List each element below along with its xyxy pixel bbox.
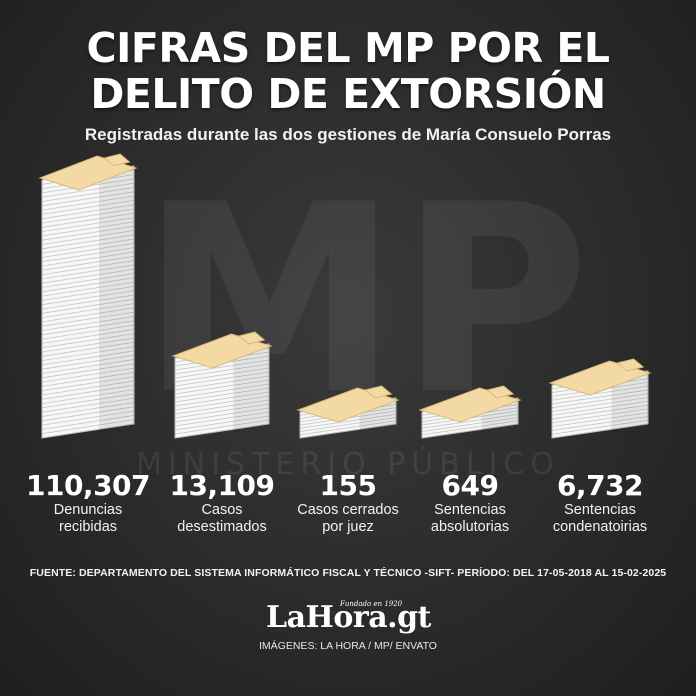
image-credits: IMÁGENES: LA HORA / MP/ ENVATO (259, 640, 437, 652)
value-label-1: 13,109 (169, 469, 275, 502)
category-column-3: 649 Sentencias absolutorias (406, 470, 534, 536)
lahora-logo: LaHora.gt Fundado en 1920 (266, 600, 436, 635)
bar-1 (171, 331, 273, 439)
category-column-4: 6,732 Sentencias condenatoirias (536, 470, 664, 536)
logo-text: LaHora.gt (266, 600, 431, 635)
category-label-4: Sentencias condenatoirias (552, 502, 648, 535)
subtitle: Registradas durante las dos gestiones de… (84, 125, 612, 144)
value-label-3: 649 (441, 469, 499, 502)
title-line-1: CIFRAS DEL MP POR EL (86, 24, 610, 72)
bar-3 (418, 385, 522, 439)
title-line-2: DELITO DE EXTORSIÓN (90, 70, 606, 118)
bar-2 (296, 385, 400, 439)
category-label-1: Casos desestimados (177, 502, 267, 535)
value-label-4: 6,732 (556, 469, 644, 502)
category-column-1: 13,109 Casos desestimados (158, 470, 286, 536)
folder-stack-chart (38, 153, 652, 439)
value-label-2: 155 (319, 469, 377, 502)
bar-4 (548, 358, 652, 439)
value-label-0: 110,307 (25, 469, 151, 502)
logo-tagline: Fundado en 1920 (340, 600, 403, 608)
category-column-0: 110,307 Denuncias recibidas (24, 470, 152, 536)
category-label-2: Casos cerrados por juez (297, 502, 399, 535)
category-column-2: 155 Casos cerrados por juez (284, 470, 412, 536)
category-label-3: Sentencias absolutorias (430, 502, 510, 535)
bar-0 (38, 153, 138, 439)
category-label-0: Denuncias recibidas (53, 502, 123, 535)
source-note: FUENTE: DEPARTAMENTO DEL SISTEMA INFORMÁ… (29, 567, 667, 579)
